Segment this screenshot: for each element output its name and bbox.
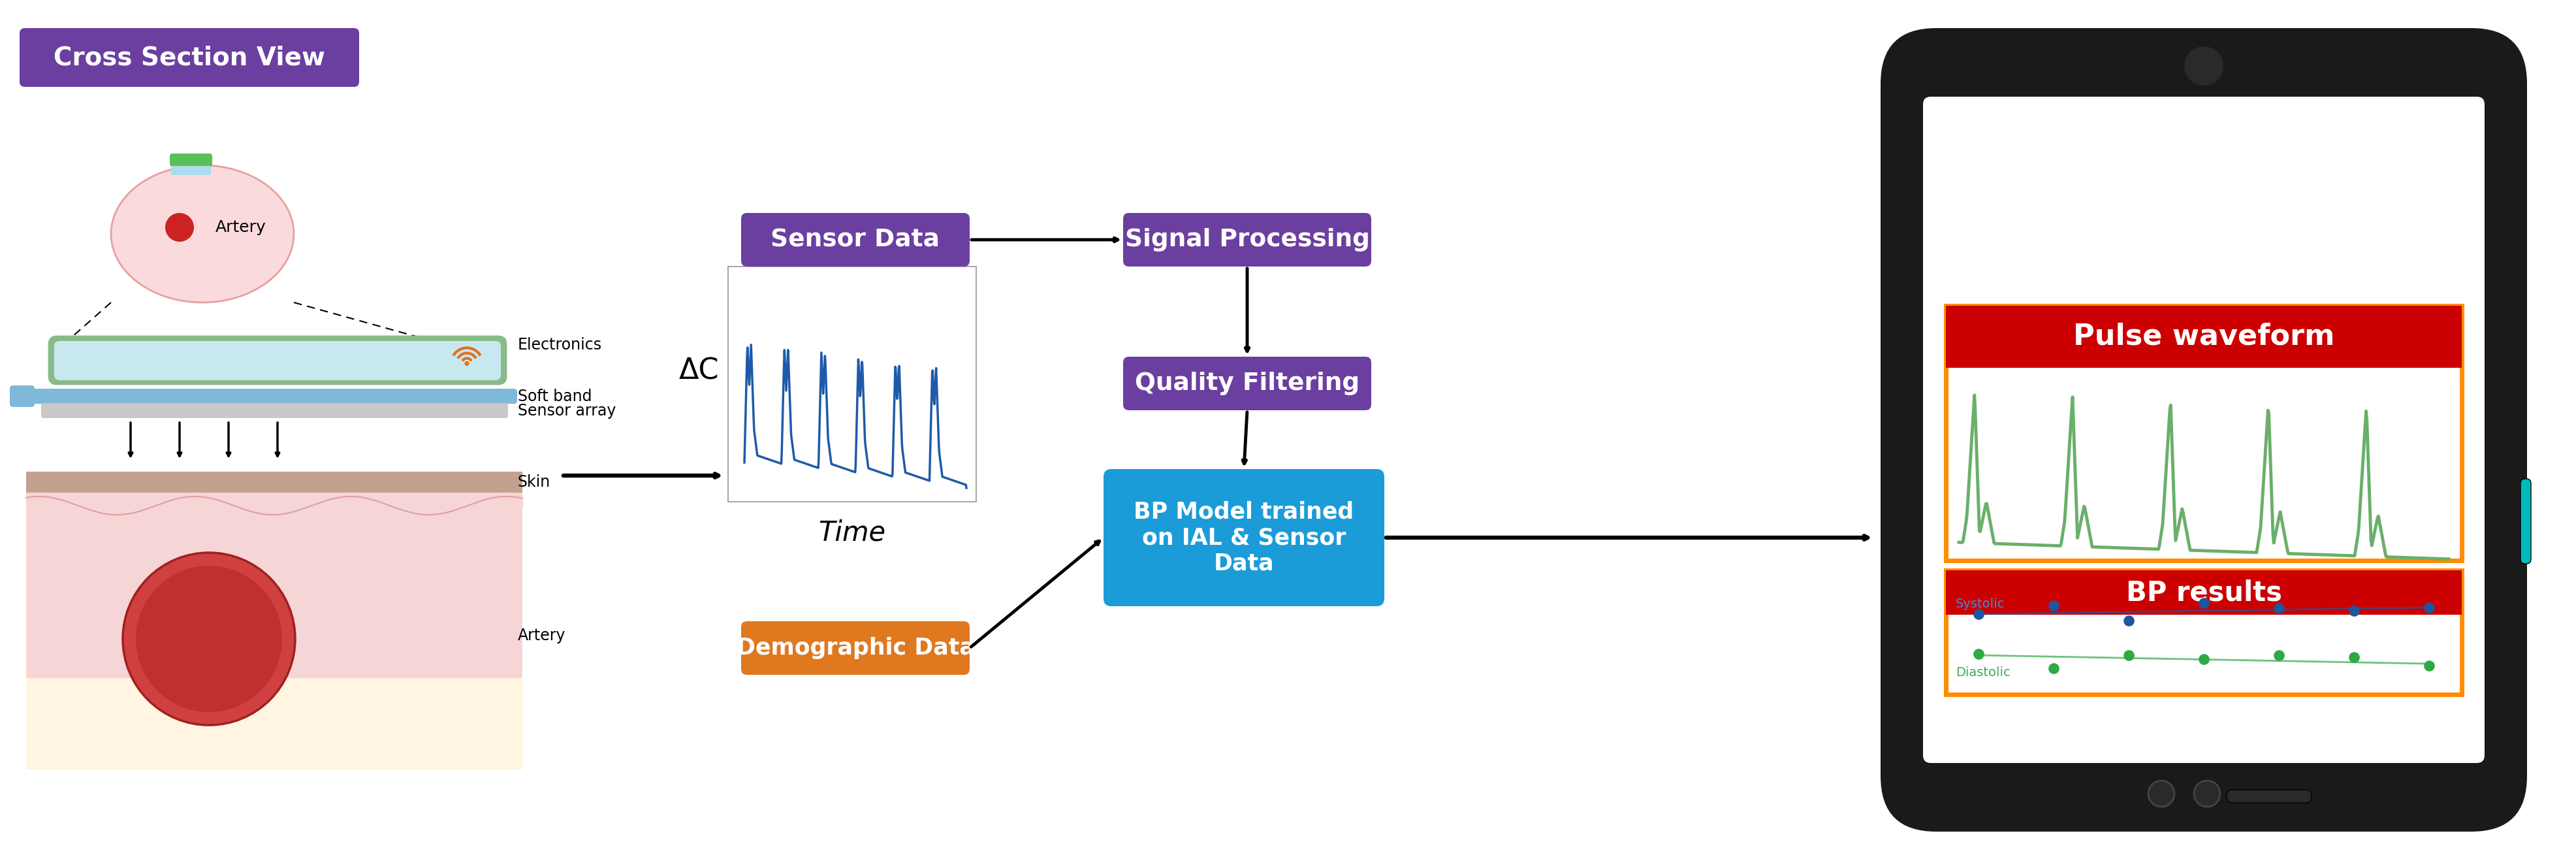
FancyBboxPatch shape (26, 678, 523, 770)
Circle shape (2148, 781, 2174, 807)
FancyBboxPatch shape (10, 386, 33, 407)
Text: Sensor Data: Sensor Data (770, 228, 940, 251)
Text: Pulse waveform: Pulse waveform (2074, 323, 2334, 350)
Text: Skin: Skin (518, 474, 551, 490)
Text: Quality Filtering: Quality Filtering (1136, 372, 1360, 395)
FancyBboxPatch shape (1103, 469, 1383, 606)
Point (2184, 596, 2226, 610)
Text: Electronics: Electronics (518, 338, 603, 353)
FancyBboxPatch shape (170, 166, 211, 175)
FancyBboxPatch shape (1123, 213, 1370, 267)
Circle shape (137, 566, 283, 712)
Circle shape (2195, 781, 2221, 807)
Text: ΔC: ΔC (677, 357, 719, 385)
Point (2409, 659, 2450, 672)
Point (1958, 647, 1999, 660)
FancyBboxPatch shape (31, 388, 518, 404)
Text: Soft band: Soft band (518, 388, 592, 405)
FancyBboxPatch shape (1945, 570, 2463, 615)
Ellipse shape (111, 165, 294, 302)
FancyBboxPatch shape (2226, 790, 2311, 802)
FancyBboxPatch shape (1945, 306, 2463, 561)
Text: Demographic Data: Demographic Data (737, 637, 974, 660)
Point (2032, 598, 2074, 612)
Text: Artery: Artery (216, 220, 265, 235)
Text: BP Model trained
on IAL & Sensor
Data: BP Model trained on IAL & Sensor Data (1133, 501, 1355, 574)
Point (1958, 607, 1999, 621)
Text: Signal Processing: Signal Processing (1126, 228, 1370, 251)
FancyBboxPatch shape (41, 403, 507, 418)
FancyBboxPatch shape (26, 472, 523, 492)
Text: Diastolic: Diastolic (1955, 666, 2009, 678)
FancyBboxPatch shape (54, 341, 500, 381)
FancyBboxPatch shape (26, 472, 523, 770)
Text: BP results: BP results (2125, 579, 2282, 606)
Point (2334, 650, 2375, 664)
Circle shape (165, 213, 193, 242)
Text: Sensor array: Sensor array (518, 403, 616, 418)
Point (2409, 601, 2450, 615)
FancyBboxPatch shape (742, 213, 969, 267)
Text: Cross Section View: Cross Section View (54, 45, 325, 70)
Circle shape (124, 553, 296, 725)
Circle shape (2184, 46, 2223, 85)
FancyBboxPatch shape (1924, 96, 2486, 763)
Point (2184, 653, 2226, 666)
FancyBboxPatch shape (742, 622, 969, 675)
Point (2259, 648, 2300, 662)
Point (2259, 601, 2300, 615)
Point (2107, 648, 2148, 662)
FancyBboxPatch shape (1945, 570, 2463, 695)
Text: Systolic: Systolic (1955, 598, 2004, 610)
FancyBboxPatch shape (1123, 356, 1370, 410)
FancyBboxPatch shape (49, 337, 505, 384)
FancyBboxPatch shape (2519, 479, 2532, 564)
Text: Artery: Artery (518, 628, 567, 643)
Text: Time: Time (819, 519, 886, 547)
FancyBboxPatch shape (1945, 306, 2463, 368)
Point (2032, 661, 2074, 675)
FancyBboxPatch shape (21, 28, 358, 87)
Point (2334, 604, 2375, 617)
Point (2107, 614, 2148, 628)
FancyBboxPatch shape (729, 267, 976, 502)
FancyBboxPatch shape (1880, 28, 2527, 832)
Circle shape (464, 362, 469, 366)
FancyBboxPatch shape (170, 153, 211, 166)
